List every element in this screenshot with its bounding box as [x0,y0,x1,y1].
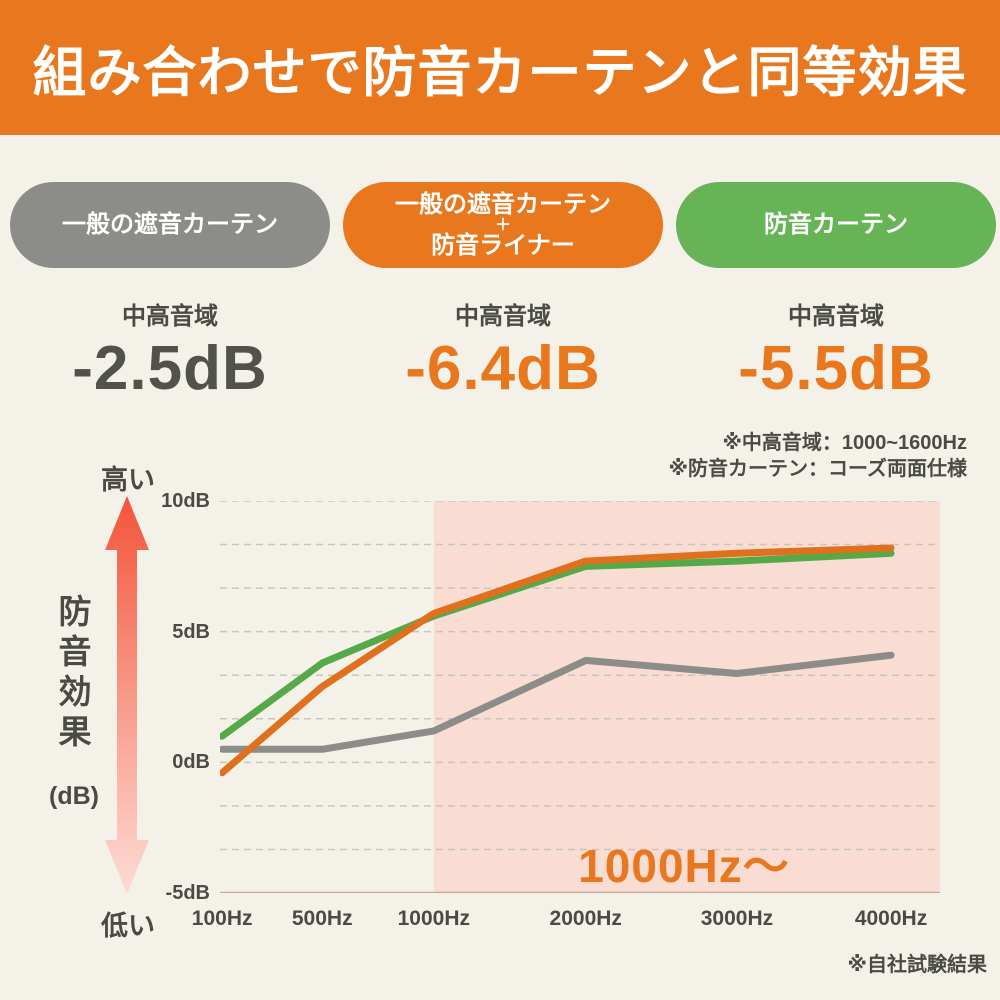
y-tick-label: 0dB [172,751,210,774]
comparison-column-standard-curtain: 一般の遮音カーテン 中高音域 -2.5dB [10,182,330,404]
chart-notes: ※中高音域：1000~1600Hz ※防音カーテン：コーズ両面仕様 [669,430,967,482]
axis-low-label: 低い [101,911,155,941]
y-tick-label: -5dB [165,882,210,904]
x-tick-label: 2000Hz [549,907,622,930]
badge-soundproof-curtain: 防音カーテン [676,182,996,268]
y-tick-label: 10dB [161,490,210,512]
series-line-0 [220,651,895,753]
y-axis-title: 防 音 効 果 [58,593,92,750]
range-label: 中高音域 [122,303,218,330]
test-result-footnote: ※自社試験結果 [847,954,987,976]
badge-label: 一般の遮音カーテン [62,211,278,238]
header-banner: 組み合わせで防音カーテンと同等効果 [0,0,1000,135]
page-title: 組み合わせで防音カーテンと同等効果 [32,43,968,103]
badge-label: 防音カーテン [764,211,908,238]
series-line-2 [220,544,895,777]
note-curtain-spec: ※防音カーテン：コーズ両面仕様 [668,458,967,480]
series-line-1 [220,549,895,740]
badge-label: 一般の遮音カーテン [395,190,611,218]
x-tick-label: 500Hz [291,907,353,930]
range-label: 中高音域 [455,303,551,330]
y-tick-label: 5dB [172,620,210,643]
badge-curtain-plus-liner: 一般の遮音カーテン ＋ 防音ライナー [343,182,663,268]
db-value-curtain-plus-liner: -6.4dB [405,334,601,403]
effect-level-arrow-icon [103,496,151,899]
note-midhigh-range: ※中高音域：1000~1600Hz [722,432,967,454]
x-tick-label: 1000Hz [397,907,471,930]
db-value-standard: -2.5dB [72,334,268,403]
plus-sign: ＋ [494,216,511,234]
x-tick-label: 3000Hz [700,907,774,930]
highlight-region-label: 1000Hz〜 [578,840,790,892]
comparison-column-curtain-plus-liner: 一般の遮音カーテン ＋ 防音ライナー 中高音域 -6.4dB [343,182,663,404]
badge-label: 防音ライナー [431,231,575,259]
comparison-column-soundproof-curtain: 防音カーテン 中高音域 -5.5dB [676,182,996,404]
db-value-soundproof: -5.5dB [738,334,934,403]
axis-high-label: 高い [101,465,155,495]
line-chart-plot [220,501,940,893]
x-tick-label: 100Hz [191,907,253,930]
range-label: 中高音域 [788,303,884,330]
x-tick-label: 4000Hz [854,907,928,930]
y-axis-unit: (dB) [49,782,99,810]
badge-standard-curtain: 一般の遮音カーテン [10,182,330,268]
